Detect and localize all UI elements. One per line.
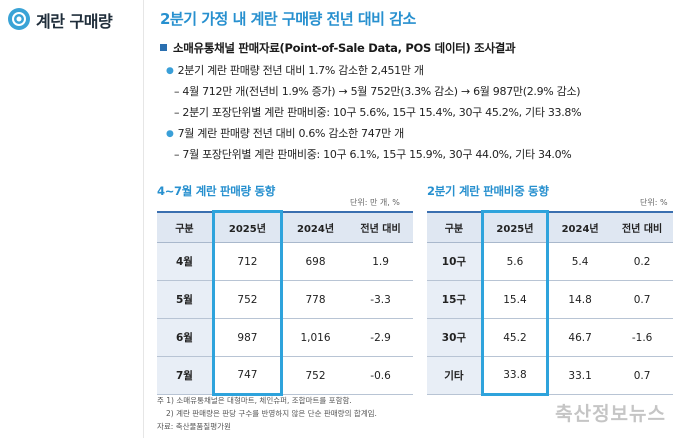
- body-line-2: – 4월 712만 개(전년비 1.9% 증가) → 5월 752만(3.3% …: [174, 85, 581, 98]
- row-header: 기타: [427, 356, 483, 395]
- table-cell: 0.7: [611, 280, 673, 319]
- table-cell: -1.6: [611, 318, 673, 357]
- table-cell: -3.3: [348, 280, 413, 319]
- body-line-3: – 2분기 포장단위별 계란 판매비중: 10구 5.6%, 15구 15.4%…: [174, 106, 582, 119]
- table-row: 30구 45.2 46.7 -1.6: [427, 318, 673, 357]
- table1-unit: 단위: 만 개, %: [350, 198, 400, 207]
- table2: 구분 2025년 2024년 전년 대비 10구 5.6 5.4 0.2 15구…: [427, 210, 673, 396]
- table-header: 2024년: [281, 210, 349, 243]
- table-cell: 778: [281, 280, 349, 319]
- table-cell: 5.4: [547, 242, 612, 281]
- table-header: 구분: [157, 210, 214, 243]
- row-header: 30구: [427, 318, 483, 357]
- dot-bullet-icon: ●: [166, 66, 174, 76]
- row-header: 4월: [157, 242, 214, 281]
- body-line-text: 2분기 계란 판매량 전년 대비 1.7% 감소한 2,451만 개: [177, 64, 424, 77]
- table-header: 구분: [427, 210, 483, 243]
- section-header-text: 소매유통채널 판매자료(Point-of-Sale Data, POS 데이터)…: [173, 41, 516, 55]
- table-row: 7월 747 752 -0.6: [157, 356, 413, 396]
- body-line-text: 7월 계란 판매량 전년 대비 0.6% 감소한 747만 개: [177, 127, 405, 140]
- table1-title: 4~7월 계란 판매량 동향: [157, 184, 276, 198]
- table-row: 4월 712 698 1.9: [157, 242, 413, 281]
- table-cell: 5.6: [480, 242, 550, 281]
- table-cell: 33.1: [547, 356, 612, 395]
- table-cell: 752: [281, 356, 349, 395]
- table-cell: 698: [281, 242, 349, 281]
- footnote-1: 주 1) 소매유통채널은 대형마트, 체인슈퍼, 조합마트를 포함함.: [157, 396, 352, 405]
- table-cell: -0.6: [348, 356, 413, 395]
- dot-bullet-icon: ●: [166, 129, 174, 139]
- body-line-1: ● 2분기 계란 판매량 전년 대비 1.7% 감소한 2,451만 개: [166, 62, 424, 78]
- page-title: 2분기 가정 내 계란 구매량 전년 대비 감소: [160, 10, 416, 28]
- row-header: 5월: [157, 280, 214, 319]
- body-line-5: – 7월 포장단위별 계란 판매비중: 10구 6.1%, 15구 15.9%,…: [174, 148, 572, 161]
- table-cell: 0.2: [611, 242, 673, 281]
- table-cell: 33.8: [480, 356, 550, 396]
- table1: 구분 2025년 2024년 전년 대비 4월 712 698 1.9 5월 7…: [157, 210, 413, 396]
- sidebar-title: 계란 구매량: [36, 12, 113, 31]
- table-cell: 14.8: [547, 280, 612, 319]
- table-header: 2024년: [547, 210, 612, 243]
- table-cell: 0.7: [611, 356, 673, 395]
- table-row: 10구 5.6 5.4 0.2: [427, 242, 673, 281]
- body-line-4: ● 7월 계란 판매량 전년 대비 0.6% 감소한 747만 개: [166, 125, 404, 141]
- table-cell: 712: [211, 242, 283, 281]
- table-row: 5월 752 778 -3.3: [157, 280, 413, 319]
- table-row: 기타 33.8 33.1 0.7: [427, 356, 673, 396]
- watermark: 축산정보뉴스: [555, 403, 666, 425]
- table-header: 전년 대비: [611, 210, 673, 243]
- table-cell: 46.7: [547, 318, 612, 357]
- table-cell: -2.9: [348, 318, 413, 357]
- footnote-2: 2) 계란 판매량은 판당 구수를 반영하지 않은 단순 판매량의 합계임.: [166, 409, 377, 418]
- table2-title: 2분기 계란 판매비중 동향: [427, 184, 549, 198]
- table-cell: 747: [211, 356, 283, 396]
- logo-icon: [8, 8, 30, 30]
- table-cell: 1.9: [348, 242, 413, 281]
- row-header: 10구: [427, 242, 483, 281]
- table-cell: 752: [211, 280, 283, 319]
- sidebar: 계란 구매량: [0, 0, 144, 438]
- table2-unit: 단위: %: [640, 198, 668, 207]
- table-row: 15구 15.4 14.8 0.7: [427, 280, 673, 319]
- table-row: 6월 987 1,016 -2.9: [157, 318, 413, 357]
- table-cell: 1,016: [281, 318, 349, 357]
- row-header: 15구: [427, 280, 483, 319]
- square-bullet-icon: [160, 44, 167, 51]
- table-header: 전년 대비: [348, 210, 413, 243]
- table-cell: 15.4: [480, 280, 550, 319]
- row-header: 7월: [157, 356, 214, 395]
- table-header: 2025년: [211, 210, 283, 243]
- table-cell: 987: [211, 318, 283, 357]
- table-header: 2025년: [480, 210, 550, 243]
- row-header: 6월: [157, 318, 214, 357]
- section-header: 소매유통채널 판매자료(Point-of-Sale Data, POS 데이터)…: [160, 40, 516, 56]
- source-note: 자료: 축산물품질평가원: [157, 422, 231, 431]
- table-cell: 45.2: [480, 318, 550, 357]
